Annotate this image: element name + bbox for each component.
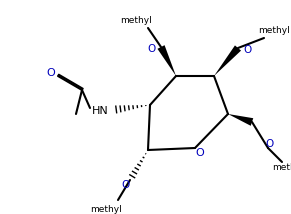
Text: methyl: methyl <box>258 25 290 34</box>
Text: methyl: methyl <box>120 15 152 24</box>
Polygon shape <box>228 114 253 126</box>
Text: methyl: methyl <box>90 205 122 214</box>
Text: O: O <box>243 45 251 55</box>
Text: HN: HN <box>92 106 108 116</box>
Text: O: O <box>121 180 129 190</box>
Text: O: O <box>266 139 274 149</box>
Polygon shape <box>157 45 176 76</box>
Text: O: O <box>148 44 156 54</box>
Text: O: O <box>196 148 204 158</box>
Text: O: O <box>47 68 55 78</box>
Text: methyl: methyl <box>272 163 291 172</box>
Polygon shape <box>214 45 241 76</box>
